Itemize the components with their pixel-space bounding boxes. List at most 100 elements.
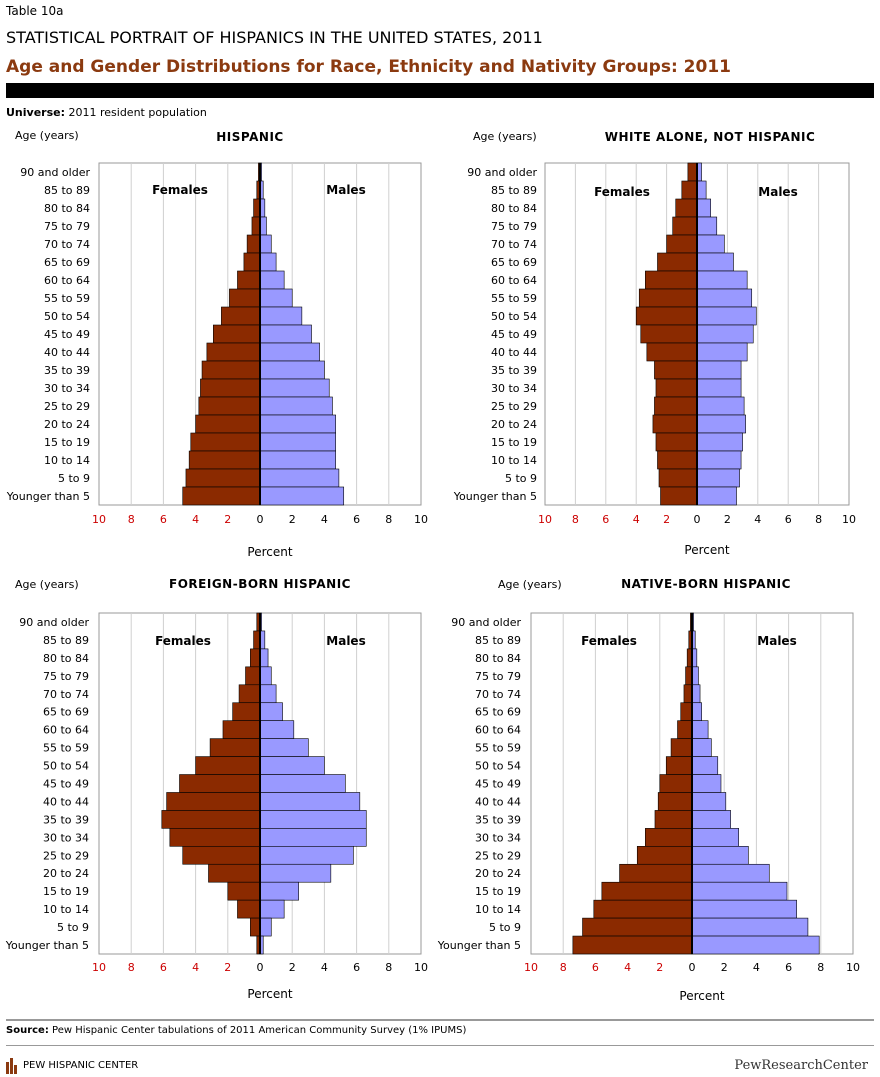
chart1-female-bar [185,468,261,488]
chart3-male-bar [259,917,272,937]
chart2-legend-females: Females [594,185,650,199]
source-note: Source: Pew Hispanic Center tabulations … [6,1025,466,1036]
chart2-title: WHITE ALONE, NOT HISPANIC [605,130,816,144]
chart1-x-tick-label: 10 [414,513,428,526]
chart1-age-label: 60 to 64 [44,274,90,287]
chart2-male-bar [696,432,743,452]
chart1-female-bar [229,288,261,308]
chart1-male-bar [259,306,303,326]
chart3-male-bar [259,863,332,883]
chart3-x-tick-label: 8 [385,961,392,974]
chart3-female-bar [161,810,261,829]
chart2-age-label: 70 to 74 [491,238,537,251]
chart1-title: HISPANIC [216,130,283,144]
chart1-y-axis-label: Age (years) [15,129,79,142]
chart2-x-tick-label: 6 [602,513,609,526]
chart2-female-bar [646,342,698,362]
chart1-female-bar [246,234,261,254]
chart1-age-label: 35 to 39 [44,364,90,377]
chart1-age-label: 50 to 54 [44,310,90,323]
chart3-female-bar [250,917,261,937]
chart3-age-label: 10 to 14 [43,903,89,916]
chart1-x-axis-label: Percent [247,545,292,559]
chart3-female-bar [169,828,261,847]
chart2-male-bar [696,198,711,218]
chart2-male-bar [696,468,740,488]
chart4-male-bar [691,899,797,919]
chart2-female-bar [666,234,698,254]
population-pyramids: 90 and older 85 to 89 80 to 84 75 to 79 70 t… [5,129,860,1003]
chart2-male-bar [696,216,718,236]
chart4-male-bar [691,792,727,811]
chart3-female-bar [227,881,261,901]
chart1-female-bar [195,414,261,434]
chart2-female-bar [687,162,698,182]
chart3-x-tick-label: 10 [414,961,428,974]
chart2-x-tick-label: 8 [815,513,822,526]
chart4-female-bar [582,917,693,937]
chart3-age-label: 75 to 79 [43,670,89,683]
chart4-x-tick-label: 0 [689,961,696,974]
chart3-male-bar [259,684,277,704]
chart2-age-label: 50 to 54 [491,310,537,323]
chart4-age-label: 80 to 84 [475,652,521,665]
chart1-male-bar [259,324,312,344]
chart4-male-bar [691,810,731,829]
chart2-age-label: 30 to 34 [491,382,537,395]
chart4-age-label: 65 to 69 [475,706,521,719]
chart2-female-bar [672,216,698,236]
chart4-age-label: 35 to 39 [475,813,521,826]
chart1-legend-males: Males [326,183,365,197]
chart3-age-label: Younger than 5 [5,939,89,952]
chart3-age-label: 50 to 54 [43,760,89,773]
chart1-male-bar [259,252,277,272]
chart3-x-tick-label: 2 [289,961,296,974]
chart2-x-tick-label: 4 [633,513,640,526]
chart2-x-axis-label: Percent [684,543,729,557]
chart3-x-tick-label: 4 [192,961,199,974]
chart4-legend-males: Males [757,634,796,648]
chart2-female-bar [657,252,698,272]
chart1-x-tick-label: 10 [92,513,106,526]
chart4-x-tick-label: 4 [753,961,760,974]
chart4-age-label: 45 to 49 [475,778,521,791]
chart1-female-bar [198,396,261,416]
chart4-male-bar [691,738,712,757]
chart2-age-label: 15 to 19 [491,436,537,449]
chart3-female-bar [182,846,261,865]
chart3-male-bar [259,846,354,865]
chart4-age-label: 55 to 59 [475,742,521,755]
chart2-female-bar [658,468,698,488]
chart2-x-tick-label: 10 [842,513,856,526]
chart4-age-label: 85 to 89 [475,634,521,647]
chart2-male-bar [696,180,707,200]
universe-label: Universe: [6,106,65,119]
chart1-male-bar [259,432,336,452]
chart1-age-label: 5 to 9 [58,472,90,485]
chart1-male-bar [259,234,272,254]
chart1-age-label: 25 to 29 [44,400,90,413]
chart3-age-label: 85 to 89 [43,634,89,647]
pew-research-brand: PewResearchCenter [734,1058,868,1073]
chart1-male-bar [259,414,336,434]
chart2-male-bar [696,414,746,434]
chart1-female-bar [182,486,261,506]
chart4-male-bar [691,720,709,739]
chart1-male-bar [259,360,325,380]
chart1-male-bar [259,342,320,362]
table-label: Table 10a [6,4,64,18]
chart1-female-bar [213,324,261,344]
chart4-age-label: Younger than 5 [437,939,521,952]
chart4-title: NATIVE-BORN HISPANIC [621,577,791,591]
chart2-x-tick-label: 4 [754,513,761,526]
chart3-male-bar [259,881,299,901]
chart3-age-label: 60 to 64 [43,724,89,737]
chart1-age-label: 75 to 79 [44,220,90,233]
chart4-male-bar [691,684,701,704]
chart1-male-bar [259,396,333,416]
chart4-age-label: 50 to 54 [475,760,521,773]
chart3-male-bar [259,666,272,686]
chart4-male-bar [691,863,770,883]
chart3-x-axis-label: Percent [247,987,292,1001]
chart3-female-bar [237,899,261,919]
